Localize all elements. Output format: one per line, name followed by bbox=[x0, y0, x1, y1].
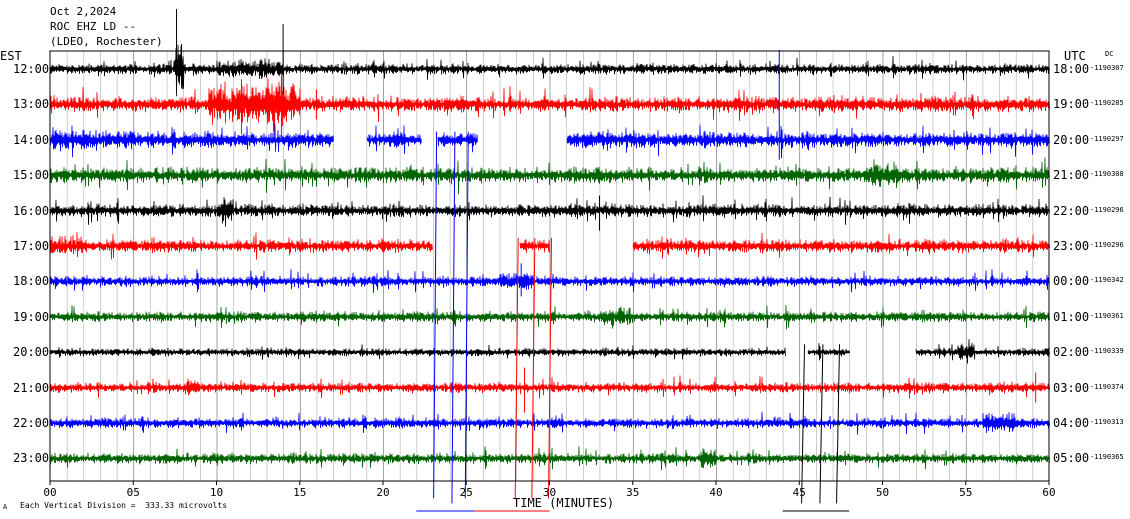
x-tick-label: 15 bbox=[293, 486, 306, 499]
trace-row-1400 bbox=[49, 124, 1050, 159]
utc-time-label: 19:00 bbox=[1053, 97, 1090, 112]
est-time-label: 21:00 bbox=[13, 380, 50, 395]
est-time-label: 17:00 bbox=[13, 239, 50, 253]
dc-offset-label: -1190342 bbox=[1090, 276, 1124, 285]
dc-offset-label: -1190296 bbox=[1090, 241, 1124, 249]
x-tick-label: 50 bbox=[876, 486, 889, 499]
x-tick-label: 55 bbox=[959, 486, 972, 499]
utc-time-label: 04:00 bbox=[1053, 416, 1090, 430]
x-axis-ticks: 00 05 10 15 20 25 30 35 40 45 50 55 60 bbox=[43, 481, 1056, 499]
dc-offset-label: -1190339 bbox=[1090, 347, 1124, 356]
dc-offset-label: -1190374 bbox=[1090, 382, 1124, 391]
right-axis-title-utc: UTC bbox=[1064, 49, 1086, 63]
trace-row-1300 bbox=[49, 78, 1050, 136]
est-time-label: 18:00 bbox=[13, 274, 50, 289]
vertical-trace bbox=[451, 131, 456, 504]
dc-offset-label: -1190307 bbox=[1090, 64, 1124, 72]
utc-time-label: 23:00 bbox=[1053, 239, 1090, 253]
utc-time-label: 00:00 bbox=[1053, 274, 1090, 289]
x-tick-label: 10 bbox=[210, 486, 223, 499]
utc-time-label: 01:00 bbox=[1053, 309, 1090, 324]
trace-row-1200 bbox=[49, 44, 1050, 97]
vertical-trace bbox=[801, 344, 806, 504]
dc-offset-label: -1190297 bbox=[1090, 134, 1124, 143]
header-network: (LDEO, Rochester) bbox=[50, 35, 163, 48]
est-time-label: 13:00 bbox=[13, 97, 50, 112]
est-time-label: 15:00 bbox=[13, 168, 50, 183]
dc-offset-label: -1190308 bbox=[1090, 170, 1124, 179]
utc-time-label: 22:00 bbox=[1053, 203, 1090, 218]
x-tick-label: 40 bbox=[709, 486, 722, 499]
trace-row-1600 bbox=[49, 195, 1050, 227]
x-tick-label: 05 bbox=[127, 486, 140, 499]
vertical-trace bbox=[819, 344, 824, 504]
utc-time-label: 21:00 bbox=[1053, 168, 1090, 183]
vertical-trace bbox=[514, 237, 519, 499]
utc-time-label: 20:00 bbox=[1053, 132, 1090, 147]
x-tick-label: 60 bbox=[1042, 486, 1055, 499]
vertical-trace bbox=[531, 237, 536, 499]
spikes-and-vertical-traces bbox=[176, 9, 1037, 512]
x-tick-label: 25 bbox=[460, 486, 473, 499]
utc-time-label: 02:00 bbox=[1053, 345, 1090, 360]
dc-offset-label: -1190313 bbox=[1090, 418, 1124, 426]
est-time-label: 20:00 bbox=[13, 345, 50, 360]
dc-offset-label: -1190296 bbox=[1090, 205, 1124, 214]
x-tick-label: 45 bbox=[793, 486, 806, 499]
x-axis-label: TIME (MINUTES) bbox=[513, 496, 615, 510]
header-date: Oct 2,2024 bbox=[50, 5, 117, 18]
est-time-label: 19:00 bbox=[13, 309, 50, 324]
utc-time-label: 05:00 bbox=[1053, 451, 1090, 466]
x-tick-label: 00 bbox=[43, 486, 56, 499]
trace-row-2000 bbox=[49, 339, 1050, 364]
utc-time-label: 03:00 bbox=[1053, 380, 1090, 395]
dc-offset-label: -1190365 bbox=[1090, 453, 1124, 462]
trace-row-1800 bbox=[49, 269, 1050, 294]
x-tick-label: 20 bbox=[376, 486, 389, 499]
est-time-label: 16:00 bbox=[13, 203, 50, 218]
dc-offset-label: -1190361 bbox=[1090, 311, 1124, 320]
dc-offset-label: -1190285 bbox=[1090, 99, 1124, 108]
scale-note: Each Vertical Division = 333.33 microvol… bbox=[20, 501, 228, 510]
x-tick-label: 30 bbox=[543, 486, 556, 499]
vertical-trace bbox=[433, 131, 438, 499]
seismic-traces bbox=[49, 44, 1050, 471]
est-time-label: 14:00 bbox=[13, 132, 50, 147]
vertical-trace bbox=[836, 344, 841, 504]
trace-row-2300 bbox=[49, 446, 1050, 471]
header-station: ROC EHZ LD -- bbox=[50, 20, 137, 33]
x-tick-label: 35 bbox=[626, 486, 639, 499]
est-time-label: 12:00 bbox=[13, 62, 50, 76]
trace-row-1900 bbox=[49, 305, 1050, 330]
utc-time-label: 18:00 bbox=[1053, 62, 1090, 76]
left-axis-title-est: EST bbox=[0, 49, 22, 63]
est-time-label: 22:00 bbox=[13, 416, 50, 430]
corner-mark: A bbox=[3, 503, 8, 511]
vertical-trace bbox=[548, 237, 552, 499]
dc-label: DC bbox=[1105, 50, 1114, 58]
est-time-label: 23:00 bbox=[13, 451, 50, 466]
vertical-trace bbox=[464, 131, 469, 499]
trace-row-1500 bbox=[49, 157, 1050, 195]
